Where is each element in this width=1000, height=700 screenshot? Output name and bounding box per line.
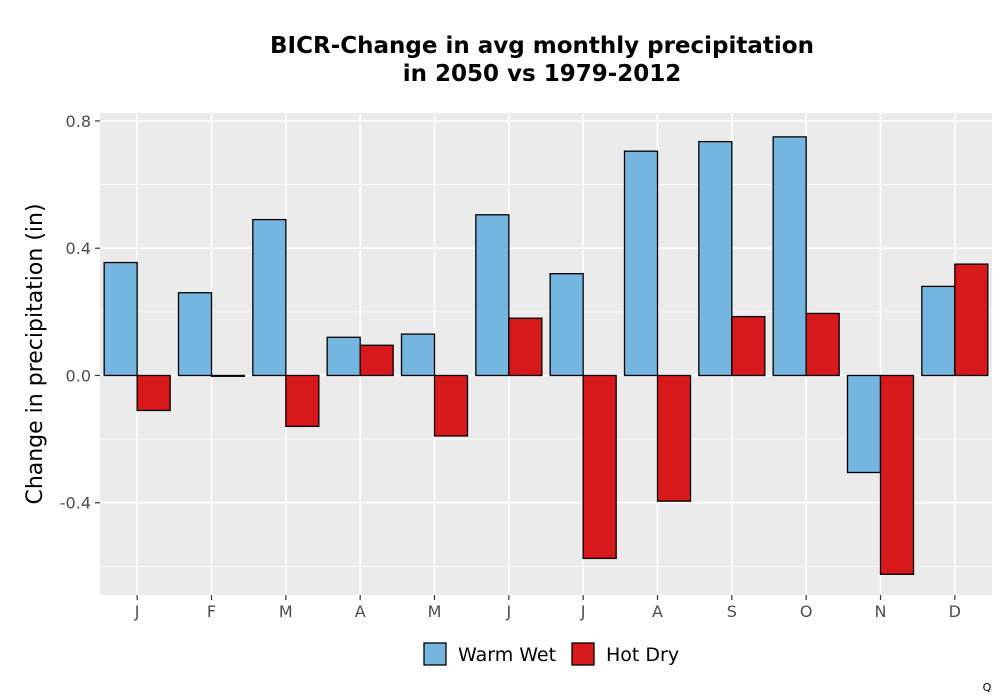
corner-label: Q xyxy=(983,681,992,694)
x-tick-label: A xyxy=(355,602,366,621)
plot-panel xyxy=(100,113,992,595)
bars xyxy=(103,136,989,575)
bar-warm-wet xyxy=(549,273,584,377)
bar-hot-dry xyxy=(433,374,469,437)
y-tick-label: 0.8 xyxy=(66,112,91,131)
bar-hot-dry xyxy=(210,374,246,377)
bar-warm-wet xyxy=(103,261,138,377)
chart-title-line1: BICR-Change in avg monthly precipitation xyxy=(270,33,814,59)
legend-label: Warm Wet xyxy=(458,644,556,666)
bar-hot-dry xyxy=(359,344,394,377)
bar-warm-wet xyxy=(772,136,807,377)
bar-hot-dry xyxy=(508,317,543,377)
x-tick-label: S xyxy=(727,602,737,621)
x-tick-label: O xyxy=(800,602,813,621)
bar-hot-dry xyxy=(136,374,171,412)
bar-hot-dry xyxy=(285,374,320,428)
x-tick-label: J xyxy=(505,602,511,621)
bar-warm-wet xyxy=(623,150,659,377)
bar-warm-wet xyxy=(177,292,213,377)
legend: Warm Wet Hot Dry xyxy=(423,642,679,666)
bar-hot-dry xyxy=(582,374,617,560)
bar-warm-wet xyxy=(400,333,436,377)
bar-warm-wet xyxy=(921,285,956,377)
x-tick-label: A xyxy=(652,602,663,621)
bar-warm-wet xyxy=(252,218,287,377)
legend-key-hot-dry xyxy=(571,642,595,666)
bar-hot-dry xyxy=(954,263,989,377)
bar-warm-wet xyxy=(475,214,510,377)
x-tick-label: F xyxy=(207,602,216,621)
bar-warm-wet xyxy=(698,140,733,377)
y-axis-label: Change in precipitation (in) xyxy=(23,203,48,504)
bar-warm-wet xyxy=(326,336,361,377)
legend-label: Hot Dry xyxy=(606,644,679,666)
x-tick-label: J xyxy=(134,602,140,621)
x-tick-label: J xyxy=(580,602,586,621)
y-axis: 0.8 0.4 0.0 -0.4 xyxy=(60,112,100,513)
bar-warm-wet xyxy=(846,374,882,474)
minor-gridlines xyxy=(100,184,992,567)
bar-hot-dry xyxy=(731,315,766,377)
x-tick-label: M xyxy=(428,602,442,621)
y-tick-label: -0.4 xyxy=(60,494,91,513)
bar-hot-dry xyxy=(656,374,692,502)
chart-title-line2: in 2050 vs 1979-2012 xyxy=(403,61,682,87)
x-tick-label: D xyxy=(949,602,961,621)
y-tick-label: 0.4 xyxy=(66,239,91,258)
bar-hot-dry xyxy=(805,312,840,377)
x-tick-label: N xyxy=(875,602,887,621)
legend-key-warm-wet xyxy=(423,642,447,666)
bar-hot-dry xyxy=(879,374,915,575)
y-tick-label: 0.0 xyxy=(66,366,91,385)
x-tick-label: M xyxy=(279,602,293,621)
